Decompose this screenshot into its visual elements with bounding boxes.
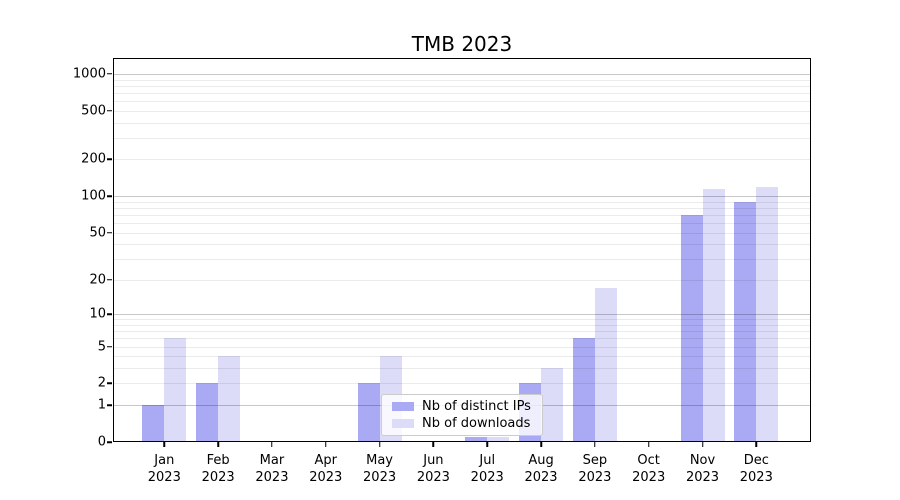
x-tick-label: Jul 2023 xyxy=(470,453,504,485)
gridline-major xyxy=(114,314,810,316)
x-tick-label: Jan 2023 xyxy=(147,453,181,485)
x-tick-mark xyxy=(163,442,166,447)
gridline-major xyxy=(114,196,810,198)
bar-nb-of-distinct-ips-11 xyxy=(734,201,757,442)
legend-swatch-downloads-icon xyxy=(392,419,414,428)
gridline-minor xyxy=(114,244,810,246)
y-tick-label: 5 xyxy=(97,339,106,355)
y-tick-label: 2 xyxy=(97,375,106,391)
gridline-minor xyxy=(114,207,810,209)
x-tick-mark xyxy=(378,442,381,447)
legend-label-distinct-ips: Nb of distinct IPs xyxy=(422,399,531,414)
x-tick-mark xyxy=(217,442,219,447)
gridline-minor xyxy=(114,110,810,112)
gridline-minor xyxy=(114,214,810,216)
bar-nb-of-distinct-ips-8 xyxy=(572,338,595,442)
x-tick-mark xyxy=(647,442,650,447)
legend-item-distinct-ips: Nb of distinct IPs xyxy=(392,398,536,415)
bar-nb-of-distinct-ips-10 xyxy=(680,214,703,442)
y-tick-mark xyxy=(107,73,112,75)
y-tick-mark xyxy=(107,279,112,281)
x-tick-label: Feb 2023 xyxy=(201,453,235,485)
chart-title: TMB 2023 xyxy=(411,32,513,56)
gridline-minor xyxy=(114,201,810,203)
x-tick-mark xyxy=(701,442,704,447)
bar-nb-of-distinct-ips-6 xyxy=(465,436,488,442)
x-tick-mark xyxy=(325,442,327,447)
y-tick-label: 100 xyxy=(81,188,106,204)
gridline-minor xyxy=(114,338,810,340)
y-tick-label: 500 xyxy=(81,103,106,119)
gridline-major xyxy=(114,73,810,75)
y-tick-mark xyxy=(107,231,112,234)
y-tick-label: 10 xyxy=(89,306,106,322)
gridline-minor xyxy=(114,356,810,358)
bar-nb-of-downloads-0 xyxy=(164,338,187,442)
x-tick-label: Aug 2023 xyxy=(524,453,558,485)
legend-swatch-distinct-ips-icon xyxy=(392,402,414,411)
gridline-minor xyxy=(114,159,810,161)
bar-nb-of-distinct-ips-1 xyxy=(196,383,219,442)
gridline-minor xyxy=(114,92,810,94)
legend: Nb of distinct IPs Nb of downloads xyxy=(381,394,543,436)
y-tick-label: 1 xyxy=(97,397,106,413)
x-tick-mark xyxy=(540,442,542,447)
y-tick-mark xyxy=(107,110,112,112)
gridline-minor xyxy=(114,223,810,224)
gridline-minor xyxy=(114,346,810,348)
x-tick-label: May 2023 xyxy=(363,453,397,485)
gridline-minor xyxy=(114,101,810,103)
x-tick-label: Oct 2023 xyxy=(632,453,666,485)
x-tick-mark xyxy=(755,442,758,447)
bar-nb-of-downloads-6 xyxy=(487,436,510,442)
x-tick-label: Jun 2023 xyxy=(416,453,450,485)
bar-nb-of-downloads-8 xyxy=(594,288,617,442)
x-tick-label: Mar 2023 xyxy=(255,453,289,485)
gridline-minor xyxy=(114,232,810,234)
gridline-minor xyxy=(114,383,810,385)
gridline-minor xyxy=(114,137,810,139)
gridline-minor xyxy=(114,79,810,81)
x-tick-label: Apr 2023 xyxy=(309,453,343,485)
gridline-minor xyxy=(114,324,810,326)
bar-nb-of-distinct-ips-4 xyxy=(357,383,380,442)
x-tick-label: Sep 2023 xyxy=(578,453,612,485)
bar-nb-of-downloads-10 xyxy=(702,188,725,442)
y-tick-mark xyxy=(107,382,112,385)
y-tick-mark xyxy=(107,158,112,161)
y-tick-mark xyxy=(107,441,112,443)
gridline-minor xyxy=(114,85,810,87)
y-tick-label: 200 xyxy=(81,151,106,167)
bar-nb-of-downloads-11 xyxy=(756,186,779,442)
bar-nb-of-downloads-7 xyxy=(541,368,564,442)
y-tick-label: 50 xyxy=(89,225,106,241)
y-tick-label: 0 xyxy=(97,434,106,450)
x-tick-mark xyxy=(486,442,488,447)
x-tick-label: Dec 2023 xyxy=(739,453,773,485)
gridline-minor xyxy=(114,368,810,370)
legend-item-downloads: Nb of downloads xyxy=(392,415,536,432)
y-tick-mark xyxy=(107,345,112,348)
gridline-minor xyxy=(114,331,810,333)
x-tick-mark xyxy=(432,442,435,447)
gridline-minor xyxy=(114,122,810,124)
x-tick-mark xyxy=(271,442,273,447)
y-tick-label: 1000 xyxy=(72,66,106,82)
y-tick-mark xyxy=(107,313,112,315)
y-tick-label: 20 xyxy=(89,272,106,288)
gridline-minor xyxy=(114,279,810,281)
bar-nb-of-distinct-ips-0 xyxy=(142,405,165,442)
y-tick-mark xyxy=(107,195,112,197)
x-tick-label: Nov 2023 xyxy=(685,453,720,485)
legend-label-downloads: Nb of downloads xyxy=(422,416,531,431)
y-tick-mark xyxy=(107,404,112,406)
plot-border xyxy=(113,58,811,442)
bar-nb-of-downloads-1 xyxy=(218,356,241,442)
gridline-minor xyxy=(114,259,810,261)
x-tick-mark xyxy=(594,442,596,447)
gridline-minor xyxy=(114,319,810,321)
